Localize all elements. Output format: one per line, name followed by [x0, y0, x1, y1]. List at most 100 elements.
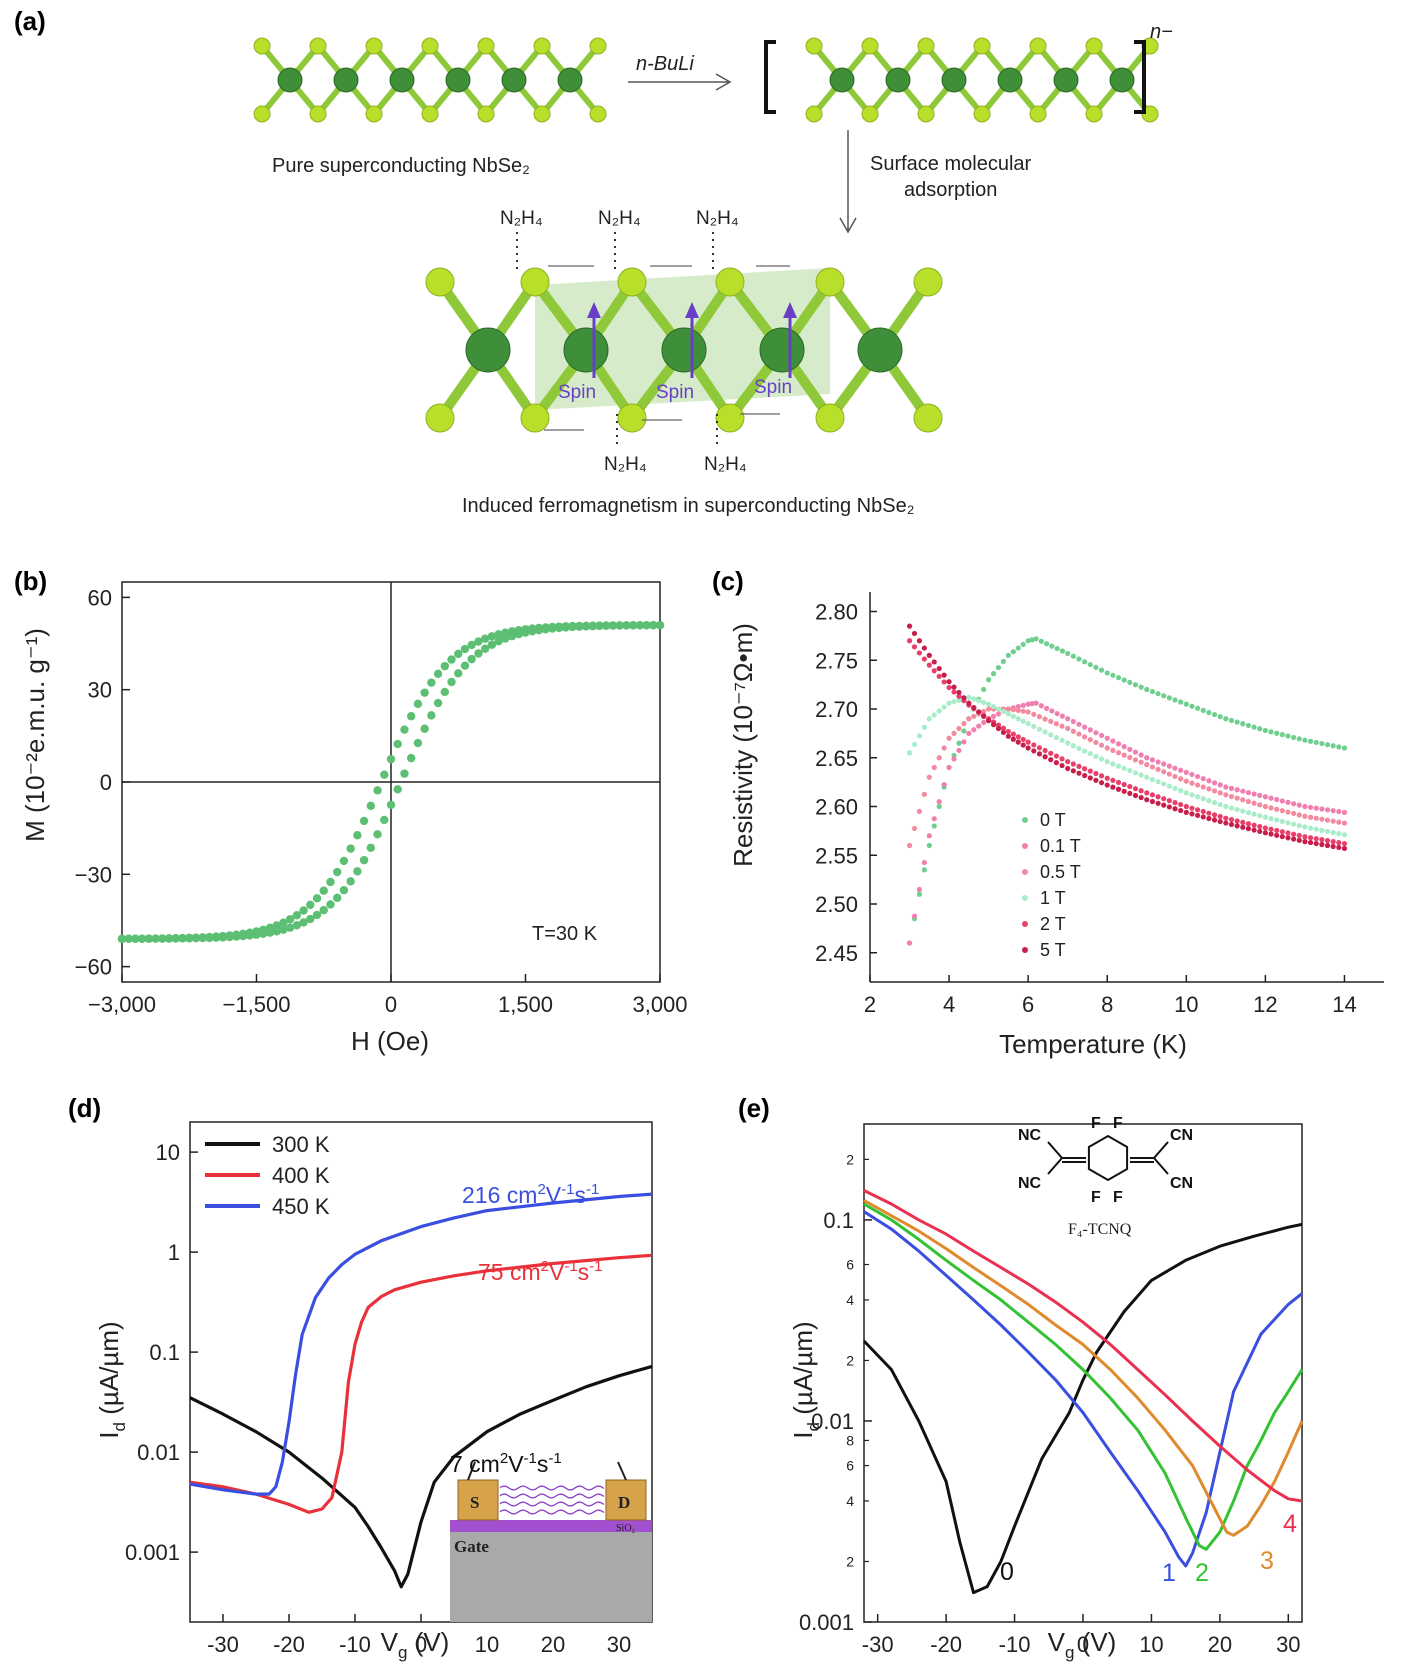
resistivity-point — [1302, 803, 1308, 810]
resistivity-point — [976, 698, 982, 704]
x-tick-label: 0 — [415, 1632, 427, 1657]
cyano-group: CN — [1170, 1175, 1193, 1192]
hysteresis-point — [474, 637, 483, 646]
resistivity-point — [1206, 709, 1212, 716]
resistivity-point — [1010, 713, 1016, 719]
resistivity-point — [1183, 701, 1189, 707]
hysteresis-point — [292, 921, 302, 930]
resistivity-point — [1082, 772, 1088, 779]
resistivity-point — [971, 704, 977, 711]
resistivity-point — [1121, 677, 1127, 683]
resistivity-point — [1053, 760, 1059, 766]
y-minor-tick-label: 6 — [846, 1458, 854, 1474]
resistivity-point — [1228, 805, 1235, 811]
resistivity-point — [1228, 717, 1235, 724]
resistivity-point — [951, 730, 957, 736]
hysteresis-point — [406, 712, 416, 721]
x-tick-label: -30 — [862, 1632, 894, 1657]
resistivity-point — [1279, 833, 1285, 840]
resistivity-point — [1257, 802, 1263, 808]
hysteresis-point — [386, 754, 396, 764]
panel-d-xlabel-tail: (V) — [407, 1627, 449, 1657]
resistivity-point — [1285, 809, 1291, 815]
resistivity-point — [976, 709, 982, 715]
hysteresis-point — [359, 816, 369, 826]
hysteresis-point — [366, 843, 376, 852]
resistivity-point — [1138, 794, 1144, 801]
x-tick-label: -20 — [273, 1632, 305, 1657]
resistivity-point — [946, 764, 952, 771]
resistivity-point — [1307, 825, 1314, 831]
legend-label: 0 T — [1040, 810, 1066, 830]
resistivity-point — [1065, 725, 1071, 732]
resistivity-point — [1336, 831, 1342, 837]
induced-nb-atom — [563, 327, 609, 373]
resistivity-point — [986, 677, 992, 683]
resistivity-point — [1319, 806, 1325, 812]
resistivity-point — [990, 703, 997, 710]
hysteresis-point — [319, 886, 328, 895]
mobility-annotation-part: -1 — [561, 1181, 574, 1198]
resistivity-point — [911, 913, 918, 919]
resistivity-point — [1087, 737, 1093, 743]
resistivity-point — [1291, 810, 1297, 817]
resistivity-point — [1036, 751, 1043, 757]
resistivity-point — [1211, 817, 1218, 823]
hysteresis-point — [642, 620, 651, 630]
panel-d-label: (d) — [68, 1093, 101, 1123]
resistivity-point — [1257, 823, 1263, 830]
pure-nbse2-structure — [253, 37, 607, 123]
resistivity-point — [1138, 759, 1144, 765]
resistivity-point — [1319, 740, 1325, 747]
curve-label-1: 1 — [1162, 1559, 1176, 1587]
resistivity-point — [1031, 742, 1037, 748]
resistivity-point — [1183, 790, 1189, 796]
resistivity-point — [926, 716, 932, 722]
mobility-annotation-part: 216 cm — [462, 1182, 537, 1208]
resistivity-point — [1324, 828, 1331, 835]
resistivity-point — [1251, 791, 1257, 797]
resistivity-point — [1149, 757, 1156, 763]
induced-se-atom — [520, 403, 550, 433]
resistivity-point — [981, 713, 987, 719]
resistivity-point — [1161, 802, 1167, 808]
hysteresis-point — [649, 620, 658, 630]
resistivity-point — [1217, 790, 1223, 796]
hysteresis-point — [386, 800, 396, 810]
resistivity-point — [981, 719, 987, 726]
resistivity-point — [1274, 832, 1280, 838]
resistivity-point — [1245, 810, 1252, 816]
x-tick-label: 0 — [385, 992, 397, 1017]
resistivity-point — [1285, 733, 1291, 739]
hysteresis-point — [514, 626, 523, 635]
resistivity-point — [1245, 821, 1252, 827]
y-tick-label: 0.1 — [823, 1208, 854, 1233]
legend-marker — [1022, 869, 1028, 875]
resistivity-point — [1020, 736, 1026, 743]
resistivity-point — [1313, 840, 1319, 847]
resistivity-point — [1070, 743, 1076, 749]
resistivity-point — [1217, 818, 1223, 825]
resistivity-point — [971, 696, 977, 702]
resistivity-point — [1330, 839, 1336, 845]
resistivity-point — [1223, 803, 1229, 810]
y-tick-label: 0.001 — [799, 1610, 854, 1635]
hysteresis-point — [420, 724, 429, 733]
resistivity-point — [1200, 707, 1206, 713]
resistivity-point — [916, 891, 923, 897]
resistivity-point — [1132, 786, 1139, 792]
resistivity-point — [966, 694, 972, 700]
resistivity-point — [936, 708, 942, 714]
resistivity-point — [1274, 796, 1280, 803]
resistivity-point — [1161, 769, 1167, 775]
reagent-label: n-BuLi — [636, 53, 694, 75]
reduced-se-atom — [917, 105, 935, 123]
hysteresis-point — [232, 930, 241, 939]
resistivity-point — [1115, 779, 1122, 786]
hysteresis-point — [454, 669, 463, 678]
resistivity-point — [941, 679, 947, 685]
reduced-nb-atom — [885, 67, 911, 93]
resistivity-point — [1121, 765, 1127, 771]
transfer-curve-2 — [863, 1202, 1304, 1551]
